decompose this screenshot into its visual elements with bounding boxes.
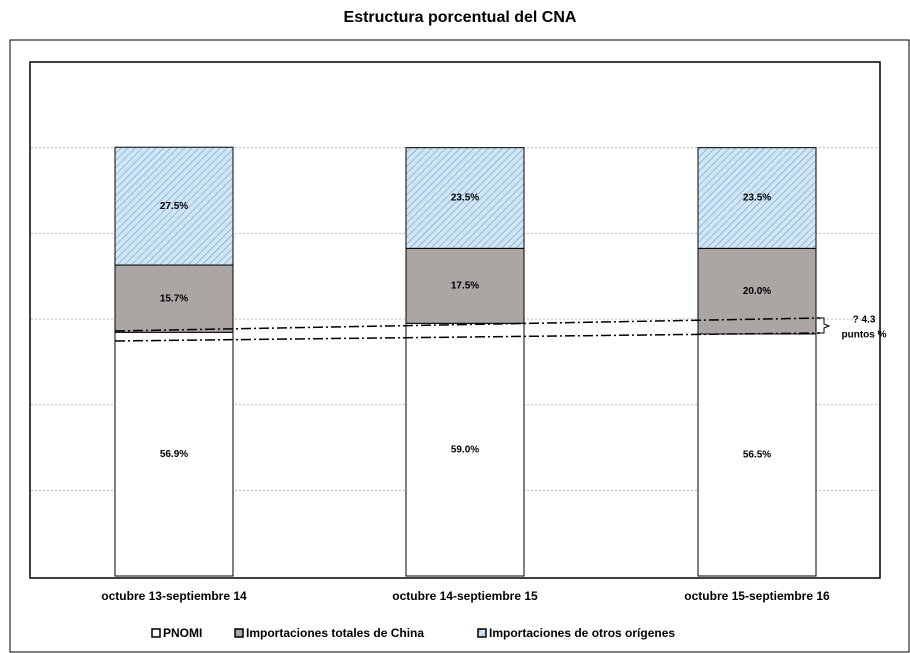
legend-label: Importaciones de otros orígenes: [489, 626, 675, 640]
bar-segment: [114, 146, 234, 266]
value-label: 59.0%: [451, 444, 479, 455]
legend-label: Importaciones totales de China: [246, 626, 424, 640]
outer-frame: [9, 39, 910, 653]
plot-frame: [29, 61, 881, 579]
x-tick-label: octubre 15-septiembre 16: [684, 589, 830, 603]
x-tick-label: octubre 13-septiembre 14: [101, 589, 247, 603]
bar-segment: [114, 264, 234, 333]
value-label: 15.7%: [160, 293, 188, 304]
bar-segment: [114, 331, 234, 577]
chart-title: Estructura porcentual del CNA: [344, 9, 577, 26]
legend-label: PNOMI: [163, 626, 202, 640]
x-tick-label: octubre 14-septiembre 15: [392, 589, 538, 603]
annotation: ? 4.3: [853, 315, 876, 326]
value-label: 27.5%: [160, 201, 188, 212]
annotation-lines: [114, 317, 831, 342]
bar-segment: [405, 147, 525, 249]
value-label: 23.5%: [451, 193, 479, 204]
bar-segment: [697, 147, 817, 249]
bar-segment: [405, 247, 525, 324]
bar-segment: [697, 333, 817, 577]
bracket: [818, 317, 831, 334]
annotation: puntos %: [842, 330, 887, 341]
legend-swatch: [151, 628, 161, 638]
value-label: 56.9%: [160, 449, 188, 460]
bars: [114, 146, 817, 577]
value-label: 23.5%: [743, 193, 771, 204]
legend-swatch: [234, 628, 244, 638]
value-label: 20.0%: [743, 286, 771, 297]
value-label: 56.5%: [743, 450, 771, 461]
dashed-line: [114, 332, 821, 342]
legend-swatch: [477, 628, 487, 638]
dashed-line: [114, 317, 821, 332]
value-label: 17.5%: [451, 280, 479, 291]
